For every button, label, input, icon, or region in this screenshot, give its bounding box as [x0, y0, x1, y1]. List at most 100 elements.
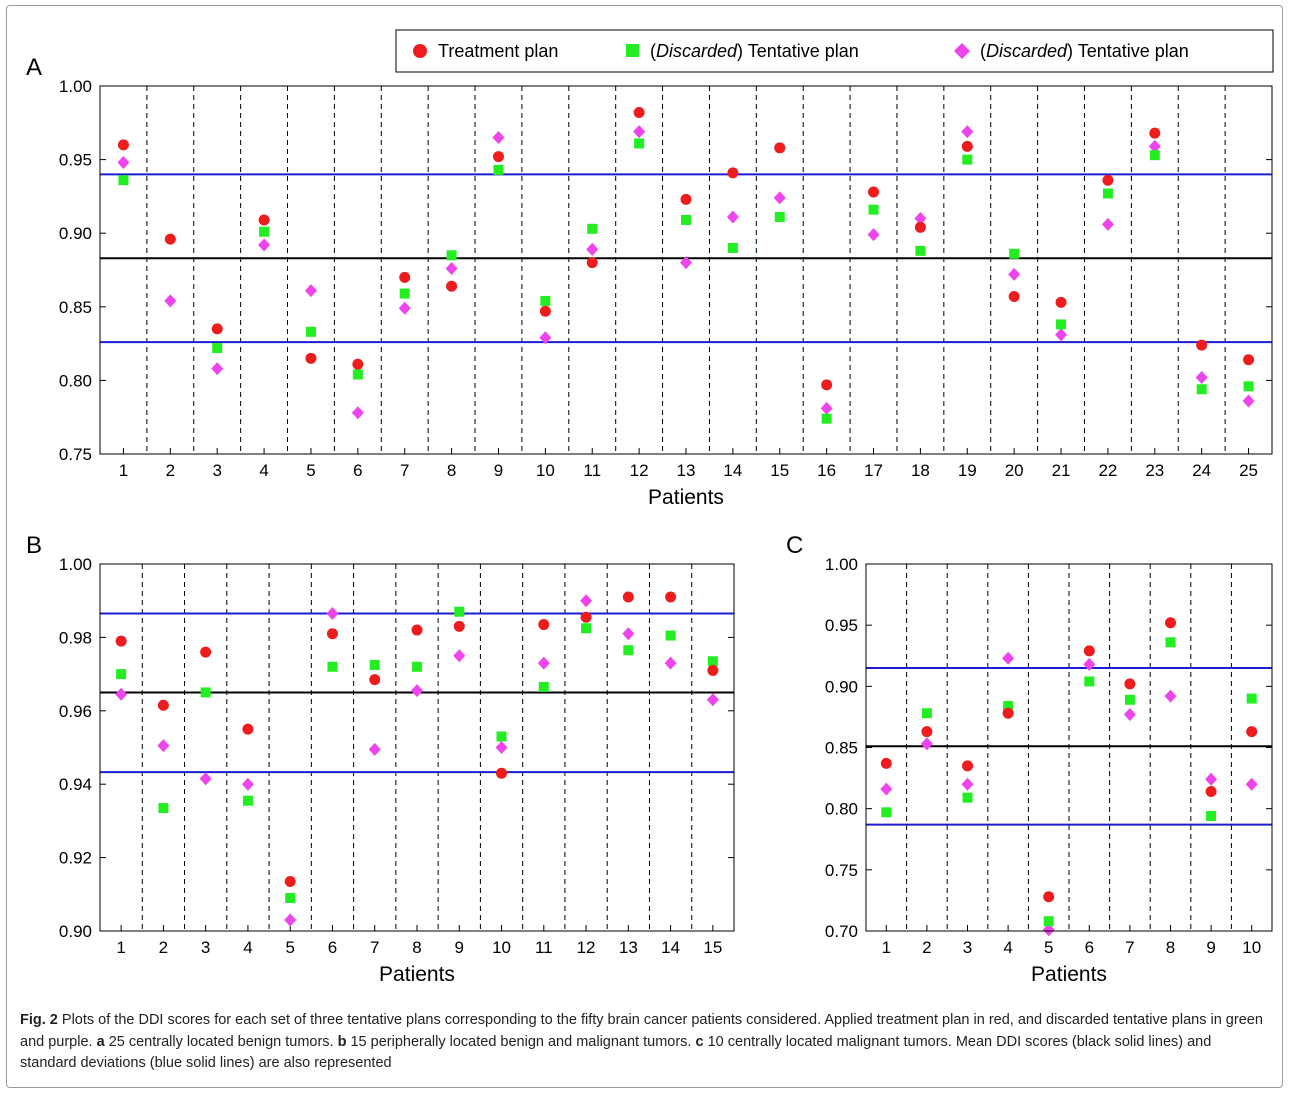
data-point-tentative-purple [398, 301, 411, 315]
data-point-tentative-green [1043, 916, 1054, 927]
data-point-treatment [707, 664, 719, 676]
data-point-tentative-purple [680, 256, 692, 270]
x-tick-label: 3 [201, 938, 210, 957]
x-tick-label: 18 [911, 461, 930, 480]
x-tick-label: 1 [116, 938, 125, 957]
caption-label-c: c [695, 1033, 704, 1050]
x-tick-label: 14 [723, 461, 742, 480]
figure-frame [6, 5, 1283, 1088]
data-point-tentative-green [1003, 700, 1014, 711]
data-point-treatment [258, 214, 270, 226]
x-tick-label: 7 [1125, 938, 1134, 957]
x-tick-label: 23 [1145, 461, 1164, 480]
data-point-treatment [242, 723, 254, 735]
caption-label-b: b [337, 1033, 347, 1050]
data-point-tentative-purple [115, 687, 128, 701]
data-point-tentative-purple [1101, 217, 1114, 231]
data-point-tentative-purple [706, 693, 719, 707]
data-point-tentative-purple [258, 238, 271, 252]
legend-box [395, 29, 1274, 73]
legend: Treatment plan (Discarded) Tentative pla… [395, 29, 1274, 73]
data-point-treatment [727, 167, 739, 179]
data-point-tentative-green [399, 288, 410, 299]
data-point-treatment [305, 352, 317, 364]
data-point-tentative-purple [1123, 707, 1136, 721]
data-point-tentative-purple [1042, 923, 1055, 937]
x-tick-label: 9 [455, 938, 464, 957]
x-tick-label: 12 [577, 938, 596, 957]
data-point-tentative-purple [1002, 651, 1015, 665]
x-tick-label: 3 [212, 461, 221, 480]
data-point-tentative-green [1206, 811, 1217, 822]
legend-label-tentative-purple: (Discarded) Tentative plan [980, 41, 1189, 61]
data-point-treatment [1008, 290, 1020, 302]
x-tick-label: 15 [703, 938, 722, 957]
y-tick-label: 0.90 [59, 224, 92, 243]
x-axis-label: Patients [379, 963, 455, 986]
data-point-tentative-green [285, 892, 296, 903]
data-point-tentative-green [774, 212, 785, 223]
caption-fig-label: Fig. 2 [20, 1012, 58, 1028]
x-tick-label: 6 [1085, 938, 1094, 957]
data-point-tentative-green [327, 661, 338, 672]
data-point-treatment [492, 151, 504, 163]
x-tick-label: 7 [400, 461, 409, 480]
data-point-tentative-green [446, 250, 457, 261]
data-point-tentative-purple [1164, 689, 1177, 703]
x-tick-label: 16 [817, 461, 836, 480]
legend-marker-tentative-purple [954, 43, 970, 59]
data-point-treatment [1002, 707, 1014, 719]
y-tick-label: 0.95 [825, 616, 858, 635]
y-tick-label: 0.96 [59, 702, 92, 721]
data-point-tentative-green [1056, 319, 1067, 330]
data-point-treatment [1196, 339, 1208, 351]
data-point-treatment [1243, 354, 1255, 366]
x-tick-label: 10 [1242, 938, 1261, 957]
data-point-treatment [453, 620, 465, 632]
y-tick-label: 1.00 [59, 77, 92, 96]
x-axis-label: Patients [1031, 963, 1107, 986]
data-point-treatment [622, 591, 634, 603]
data-point-tentative-purple [961, 125, 974, 139]
x-tick-label: 15 [770, 461, 789, 480]
data-point-tentative-green [1009, 248, 1020, 259]
x-tick-label: 4 [243, 938, 252, 957]
data-point-tentative-purple [211, 362, 224, 376]
x-tick-label: 21 [1052, 461, 1071, 480]
data-point-tentative-purple [284, 913, 297, 927]
y-tick-label: 0.80 [59, 371, 92, 390]
x-tick-label: 4 [259, 461, 268, 480]
data-point-tentative-green [707, 656, 718, 667]
data-point-tentative-purple [304, 284, 317, 298]
x-tick-label: 5 [285, 938, 294, 957]
data-point-treatment [633, 106, 645, 118]
data-point-treatment [411, 624, 423, 636]
panel-label-a: A [26, 54, 42, 81]
x-tick-label: 11 [583, 461, 601, 480]
data-point-treatment [1205, 786, 1217, 798]
x-tick-label: 13 [619, 938, 638, 957]
caption-text: Plots of the DDI scores for each set of … [20, 1012, 1263, 1050]
caption-text-c: 10 centrally located malignant tumors. M… [20, 1033, 1212, 1072]
data-point-tentative-green [259, 226, 270, 237]
data-point-treatment [1246, 726, 1258, 738]
data-point-treatment [1102, 174, 1114, 186]
x-tick-label: 10 [536, 461, 555, 480]
data-point-tentative-green [200, 687, 211, 698]
legend-marker-treatment [413, 44, 427, 58]
plot-area [865, 563, 1273, 932]
x-tick-label: 9 [494, 461, 503, 480]
x-tick-label: 4 [1003, 938, 1012, 957]
data-point-treatment [326, 628, 338, 640]
data-point-tentative-green [305, 326, 316, 337]
data-point-tentative-purple [1205, 772, 1218, 786]
panel-label-b: B [26, 532, 42, 559]
y-tick-label: 0.75 [825, 861, 858, 880]
data-point-tentative-green [1149, 150, 1160, 161]
x-tick-label: 3 [963, 938, 972, 957]
data-point-treatment [586, 257, 598, 269]
data-point-tentative-purple [1008, 267, 1021, 281]
data-point-tentative-green [681, 214, 691, 225]
data-point-treatment [539, 305, 551, 317]
data-point-tentative-green [1196, 384, 1207, 395]
